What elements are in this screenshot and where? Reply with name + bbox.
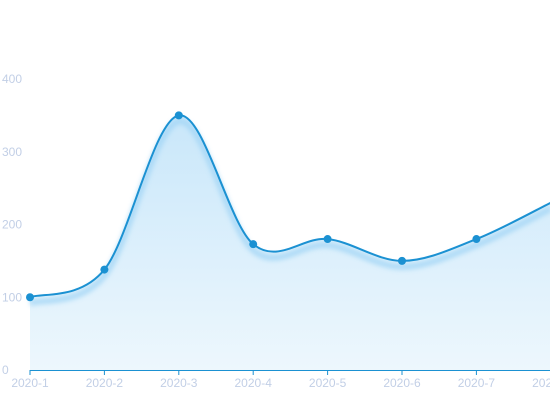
x-tick-label: 2020-8 <box>532 376 550 390</box>
x-tick-label: 2020-3 <box>160 376 198 390</box>
y-tick-label: 300 <box>2 145 22 159</box>
x-axis-ticks: 2020-1 2020-2 2020-3 2020-4 2020-5 2020-6 2020… <box>11 370 550 390</box>
y-tick-label: 400 <box>2 72 22 86</box>
data-point[interactable] <box>472 235 481 244</box>
x-tick-label: 2020-6 <box>383 376 421 390</box>
x-tick-label: 2020-5 <box>309 376 347 390</box>
series-area-fill <box>30 115 550 370</box>
y-tick-label: 0 <box>2 363 9 377</box>
data-points <box>26 111 481 302</box>
data-point[interactable] <box>323 235 332 244</box>
x-tick-label: 2020-4 <box>235 376 273 390</box>
series-line-glow <box>28 118 550 307</box>
data-point[interactable] <box>100 265 109 274</box>
series-line <box>29 114 550 299</box>
y-tick-label: 200 <box>2 218 22 232</box>
data-point[interactable] <box>174 111 183 120</box>
y-tick-label: 100 <box>2 290 22 304</box>
x-tick-label: 2020-2 <box>86 376 124 390</box>
data-point[interactable] <box>398 256 406 265</box>
x-tick-label: 2020-7 <box>458 376 496 390</box>
data-point[interactable] <box>249 240 258 249</box>
x-tick-label: 2020-1 <box>11 376 49 390</box>
y-axis-ticks: 0 100 200 300 400 <box>2 72 22 377</box>
data-point[interactable] <box>26 293 34 302</box>
